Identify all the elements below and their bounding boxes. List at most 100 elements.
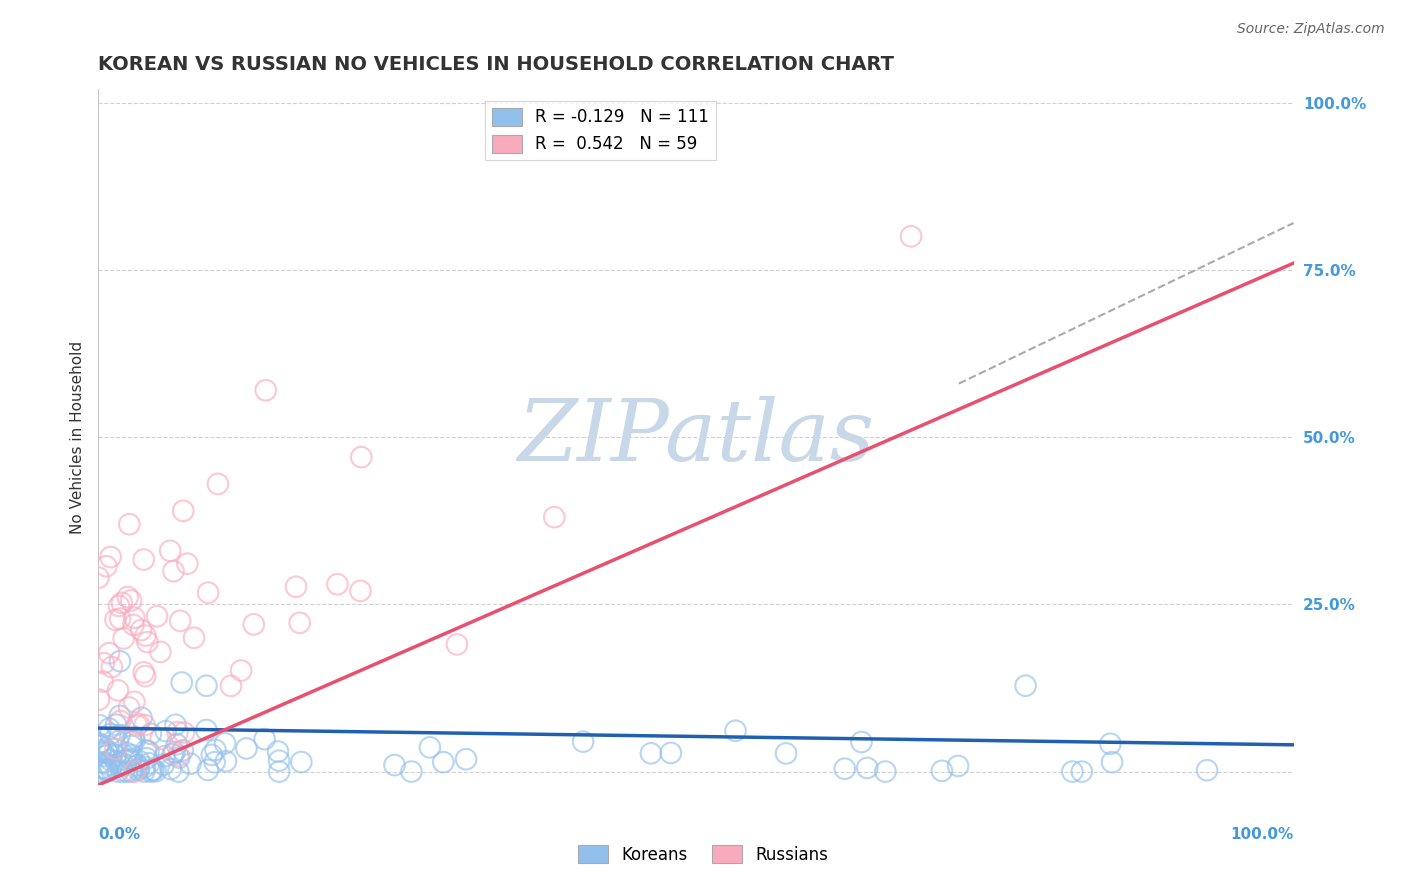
Point [117, 590, 139, 604]
Point [135, 751, 157, 765]
Point [93, 746, 115, 760]
Point [659, 746, 682, 760]
Point [108, 728, 131, 742]
Point [98, 757, 121, 772]
Point [93, 749, 115, 764]
Point [135, 743, 157, 757]
Point [229, 664, 252, 678]
Point [108, 756, 131, 771]
Point [201, 747, 224, 762]
Point [98, 722, 121, 736]
Point [108, 709, 131, 723]
Point [101, 660, 124, 674]
Point [946, 759, 969, 773]
Point [93, 656, 115, 670]
Y-axis label: No Vehicles in Household: No Vehicles in Household [69, 341, 84, 533]
Point [129, 623, 152, 637]
Point [87, 737, 110, 751]
Point [139, 764, 162, 779]
Point [401, 764, 423, 779]
Point [136, 635, 159, 649]
Point [290, 755, 312, 769]
Point [97, 739, 120, 754]
Point [121, 748, 143, 763]
Point [132, 552, 155, 566]
Point [179, 756, 201, 771]
Point [110, 759, 132, 773]
Point [118, 700, 141, 714]
Legend: Koreans, Russians: Koreans, Russians [571, 838, 835, 871]
Point [90, 756, 112, 770]
Point [98, 727, 121, 741]
Text: ZIPatlas: ZIPatlas [517, 396, 875, 478]
Point [141, 764, 163, 778]
Point [269, 764, 291, 779]
Point [775, 747, 797, 761]
Point [89, 718, 111, 732]
Point [87, 739, 110, 753]
Text: 0.0%: 0.0% [98, 827, 141, 842]
Point [122, 731, 145, 745]
Point [267, 754, 290, 768]
Point [1099, 737, 1122, 751]
Point [87, 692, 110, 706]
Point [159, 762, 181, 776]
Point [134, 718, 156, 732]
Point [114, 753, 136, 767]
Point [107, 683, 129, 698]
Point [640, 747, 662, 761]
Point [111, 596, 134, 610]
Point [104, 754, 127, 768]
Point [834, 762, 856, 776]
Point [96, 763, 118, 777]
Point [125, 718, 148, 732]
Point [167, 764, 190, 779]
Point [120, 764, 142, 779]
Point [120, 753, 142, 767]
Point [124, 734, 146, 748]
Point [91, 764, 114, 779]
Point [219, 679, 242, 693]
Point [128, 754, 150, 768]
Point [162, 747, 184, 762]
Point [1070, 764, 1092, 779]
Point [124, 611, 146, 625]
Point [235, 741, 257, 756]
Point [115, 746, 138, 760]
Point [432, 755, 454, 769]
Point [214, 736, 236, 750]
Point [138, 756, 160, 771]
Point [96, 743, 118, 757]
Point [122, 618, 145, 632]
Point [931, 764, 953, 778]
Point [173, 725, 195, 739]
Point [134, 669, 156, 683]
Point [155, 724, 177, 739]
Point [146, 609, 169, 624]
Point [104, 742, 127, 756]
Point [267, 745, 290, 759]
Point [111, 756, 134, 770]
Point [132, 764, 155, 779]
Point [128, 717, 150, 731]
Point [176, 557, 198, 571]
Point [153, 749, 176, 764]
Point [1062, 764, 1084, 779]
Point [97, 763, 120, 777]
Point [167, 748, 190, 763]
Point [166, 725, 188, 739]
Point [97, 745, 120, 759]
Point [121, 739, 143, 753]
Point [159, 543, 181, 558]
Point [288, 615, 311, 630]
Point [118, 517, 141, 532]
Point [197, 763, 219, 777]
Point [166, 737, 188, 751]
Point [875, 764, 897, 779]
Point [142, 763, 165, 777]
Point [851, 735, 873, 749]
Point [112, 764, 135, 779]
Point [172, 743, 194, 757]
Point [856, 761, 879, 775]
Point [162, 564, 184, 578]
